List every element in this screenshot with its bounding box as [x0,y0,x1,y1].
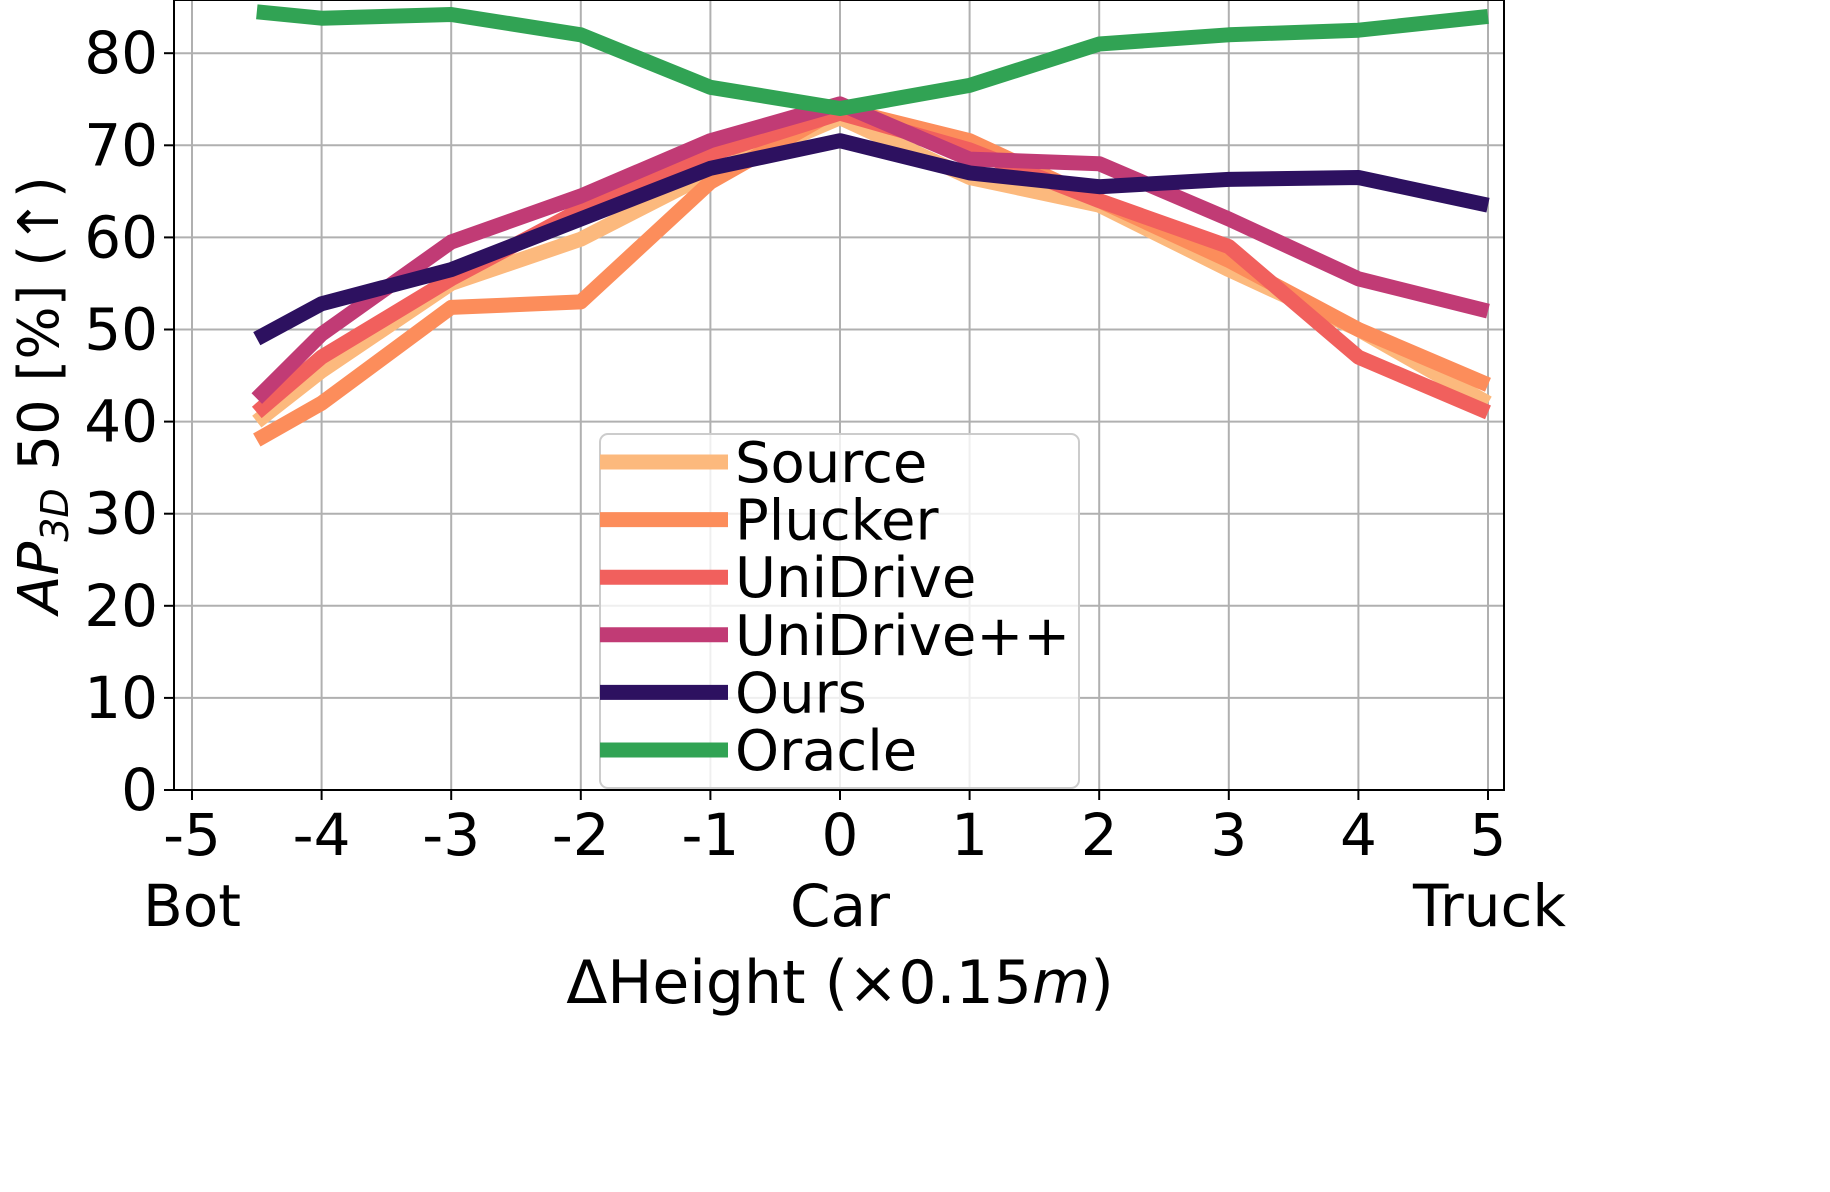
legend-entry: UniDrive++ [600,604,1070,669]
y-axis-label: AP3D 50 [%] (↑) [7,176,77,617]
y-tick-label: 0 [121,756,158,824]
legend-label: Source [735,431,927,496]
y-tick-label: 40 [84,388,158,456]
y-tick-label: 70 [84,111,158,179]
legend-entry: Ours [600,661,867,726]
legend-items: SourcePluckerUniDriveUniDrive++OursOracl… [600,431,1070,784]
y-tick-label: 80 [84,19,158,87]
x-axis-label-italic: m [1032,948,1090,1018]
series-line-ours [253,133,1490,346]
x-sublabel: Bot [143,872,241,940]
x-axis-label-prefix: ΔHeight (×0.15 [566,948,1032,1018]
legend-entry: Oracle [600,719,917,784]
legend-label: Oracle [735,719,917,784]
series-line-oracle [256,4,1489,116]
x-tick-label: -4 [293,801,351,869]
series-lines [251,4,1492,447]
x-tick-label: -5 [163,801,221,869]
legend-entry: Source [600,431,927,496]
legend-entry: UniDrive [600,546,976,611]
x-tick-label: -1 [681,801,739,869]
y-tick-label: 60 [84,203,158,271]
y-axis-label-ap: AP [7,542,72,617]
y-tick-label: 10 [84,664,158,732]
x-tick-label: -2 [552,801,610,869]
x-tick-label: 0 [822,801,859,869]
x-sublabel: Truck [1412,872,1566,940]
x-tick-label: 4 [1340,801,1377,869]
x-tick-label: 1 [951,801,988,869]
x-tick-label: 5 [1470,801,1507,869]
legend-entry: Plucker [600,489,939,554]
y-axis-label-sub: 3D [33,488,77,541]
x-sublabel: Car [790,872,890,940]
legend-label: UniDrive++ [735,604,1070,669]
x-tick-label: -3 [422,801,480,869]
legend: SourcePluckerUniDriveUniDrive++OursOracl… [599,431,1080,789]
y-tick-label: 20 [84,572,158,640]
y-axis-label-rest: 50 [%] (↑) [7,176,72,488]
y-tick-label: 50 [84,296,158,364]
legend-label: Ours [735,661,867,726]
legend-label: UniDrive [735,546,976,611]
x-axis-label: ΔHeight (×0.15m) [566,948,1114,1018]
x-tick-label: 2 [1081,801,1118,869]
series-line-unidrive [251,105,1491,420]
x-axis-label-suffix: ) [1090,948,1113,1018]
legend-label: Plucker [735,489,939,554]
y-tick-label: 30 [84,480,158,548]
x-tick-label: 3 [1210,801,1247,869]
